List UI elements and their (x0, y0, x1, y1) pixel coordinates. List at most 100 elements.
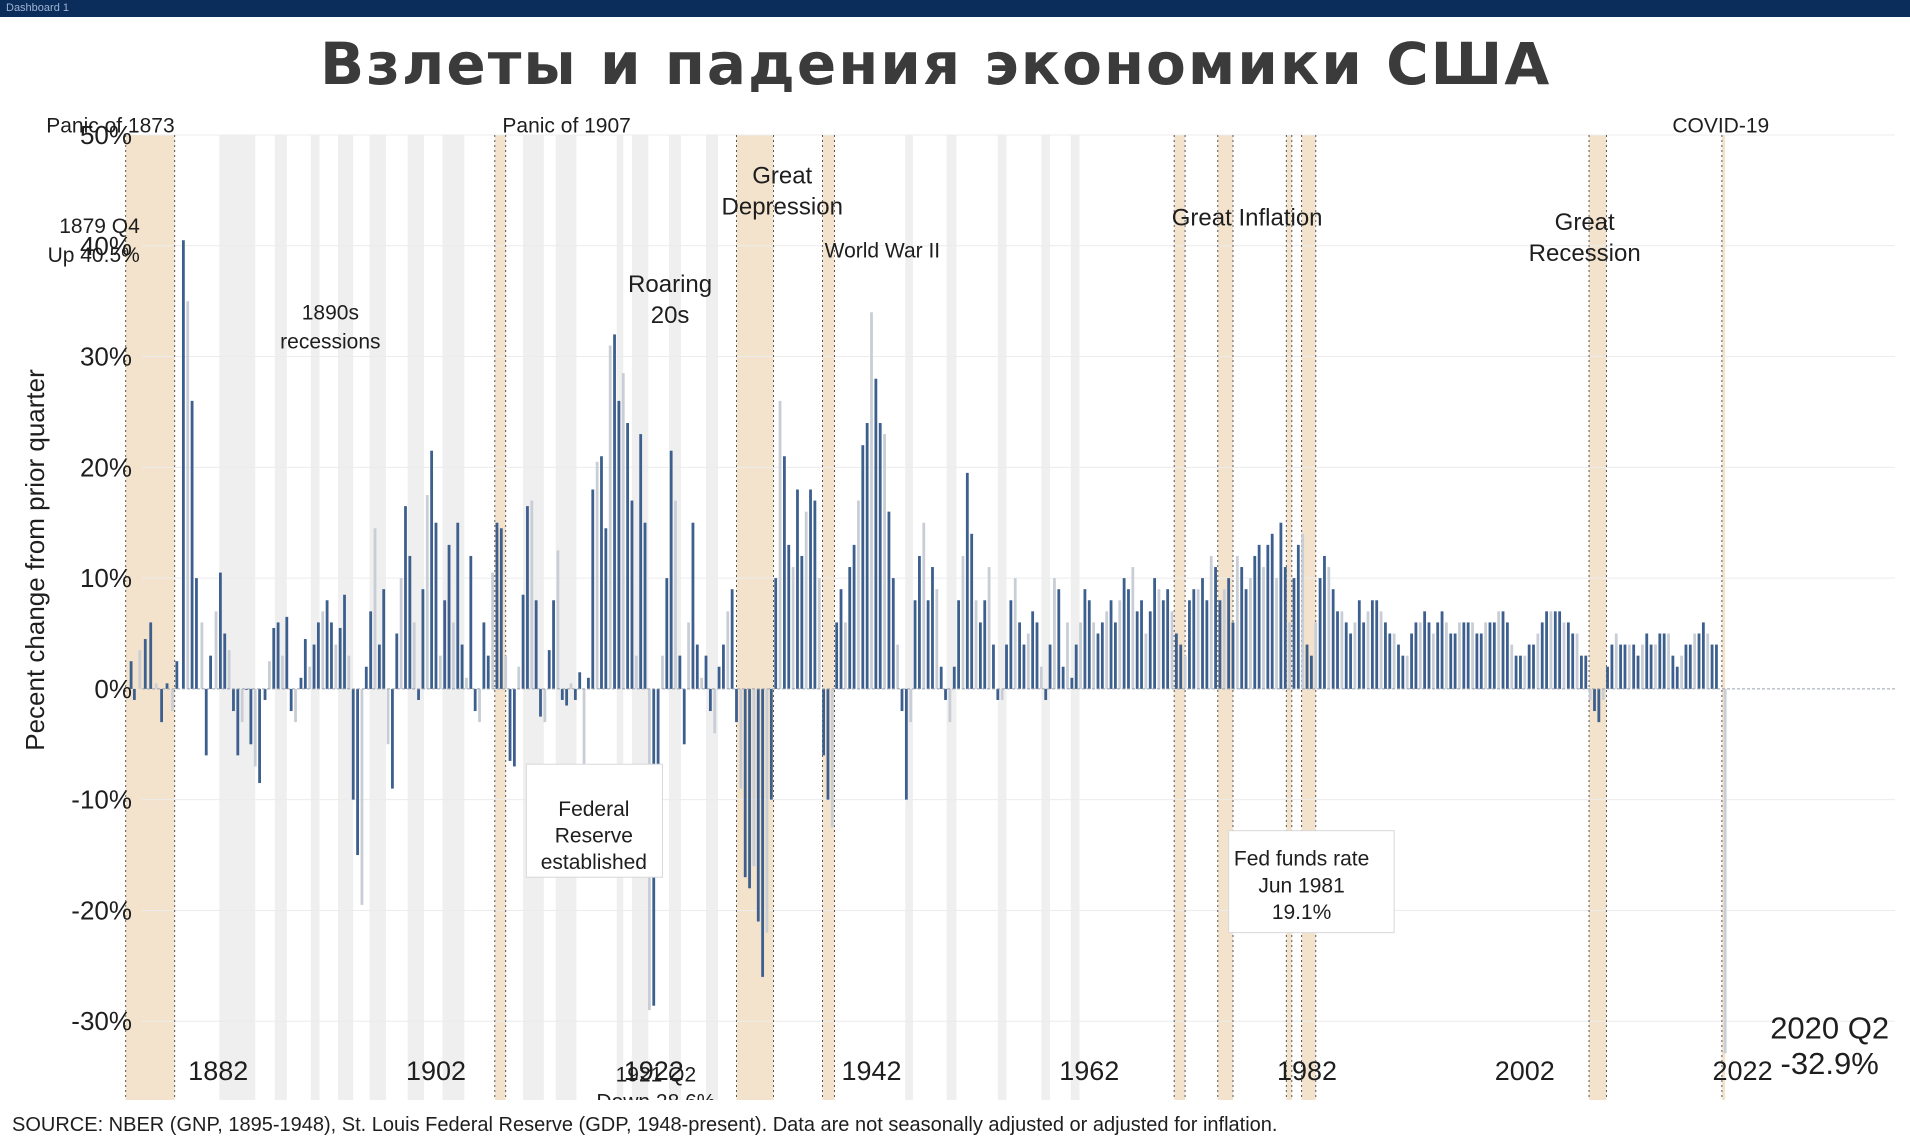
bar (600, 456, 603, 689)
bar (739, 688, 743, 789)
bar (294, 688, 297, 723)
bar (1436, 622, 1440, 689)
bar (517, 666, 521, 689)
bar (1053, 578, 1056, 689)
x-tick-label: 1902 (406, 1056, 466, 1086)
y-tick-label: 40% (80, 231, 132, 261)
bar (465, 677, 468, 689)
bar (800, 555, 804, 689)
bar (1118, 600, 1122, 689)
bar (456, 522, 460, 689)
grey-band (369, 135, 386, 1100)
bar (1357, 600, 1361, 689)
bar (526, 506, 529, 689)
bar (613, 334, 616, 689)
bar (1331, 589, 1335, 689)
bar (935, 589, 939, 689)
source-note: SOURCE: NBER (GNP, 1895-1948), St. Louis… (12, 1114, 1278, 1136)
annotation-depression-line2: Depression (722, 193, 843, 220)
bar (1649, 644, 1653, 689)
bar (421, 589, 425, 689)
recession-band (1174, 135, 1186, 1100)
bar (700, 677, 704, 689)
bar (1405, 655, 1409, 689)
bar (1427, 622, 1431, 689)
bar (1105, 611, 1109, 689)
bar (661, 655, 664, 689)
bar (1645, 633, 1649, 689)
bar (1558, 611, 1562, 689)
bar (1344, 622, 1348, 689)
bar (1009, 600, 1013, 689)
bar (132, 688, 136, 700)
bar (1249, 578, 1252, 689)
recession-bands (125, 135, 1726, 1100)
bar (1283, 567, 1287, 689)
bar (1671, 655, 1675, 689)
bar (948, 688, 952, 723)
bar (713, 688, 717, 734)
bar (1540, 622, 1544, 689)
bar (1532, 644, 1535, 689)
bar (1131, 567, 1135, 689)
bar (974, 600, 978, 689)
bar (1418, 622, 1422, 689)
bar (952, 666, 956, 689)
bar (491, 572, 494, 689)
bar (1379, 611, 1383, 689)
bar (987, 567, 991, 689)
bar (129, 661, 133, 689)
bar (1275, 578, 1278, 689)
grey-band (407, 135, 425, 1100)
bar (1253, 555, 1257, 689)
annotation-1879q4-line2: Up 40.5% (48, 244, 140, 267)
bar (1087, 600, 1091, 689)
bar (669, 450, 673, 689)
bar (726, 611, 730, 689)
bar (748, 688, 751, 889)
bar (1066, 622, 1069, 689)
annotation-great-inflation: Great Inflation (1172, 204, 1323, 231)
bar (830, 688, 834, 828)
bar (1610, 644, 1614, 689)
grey-band (442, 135, 465, 1100)
bar (913, 600, 917, 689)
bar (1715, 644, 1718, 689)
annotation-2020q2-line1: 2020 Q2 (1770, 1011, 1889, 1046)
grey-band (1070, 135, 1080, 1100)
grey-band (274, 135, 287, 1100)
bar (591, 489, 595, 689)
bar (312, 644, 316, 689)
bar (1680, 655, 1683, 689)
annotation-recessions-1890s-line1: 1890s (302, 302, 359, 325)
bar (1196, 589, 1200, 689)
bar (1296, 544, 1300, 689)
bar (957, 600, 961, 689)
bar (1449, 633, 1453, 689)
bar (1209, 555, 1213, 689)
grey-band (905, 135, 913, 1100)
bar (204, 688, 208, 756)
bar (1445, 622, 1448, 689)
bar (1536, 633, 1540, 689)
bar (1144, 633, 1148, 689)
bar (1153, 578, 1157, 689)
fedfunds-box (1228, 830, 1395, 934)
bar (1697, 633, 1701, 689)
gdp-change-chart: 50%40%30%20%10%0%-10%-20%-30%-40% 188219… (20, 114, 1895, 1100)
bar (883, 434, 886, 689)
bar (425, 495, 429, 689)
bar (1514, 655, 1518, 689)
bar (939, 666, 943, 689)
bar (382, 589, 386, 689)
bar (1701, 622, 1705, 689)
bar (634, 655, 638, 689)
bar (1031, 611, 1035, 689)
bar (334, 644, 338, 689)
annotation-fedfunds-line2: Jun 1981 (1258, 874, 1344, 897)
dashboard-tab-label[interactable]: Dashboard 1 (6, 2, 69, 14)
bar (1270, 533, 1274, 689)
bar (556, 550, 560, 689)
bar (1000, 688, 1004, 700)
bar (843, 622, 847, 689)
